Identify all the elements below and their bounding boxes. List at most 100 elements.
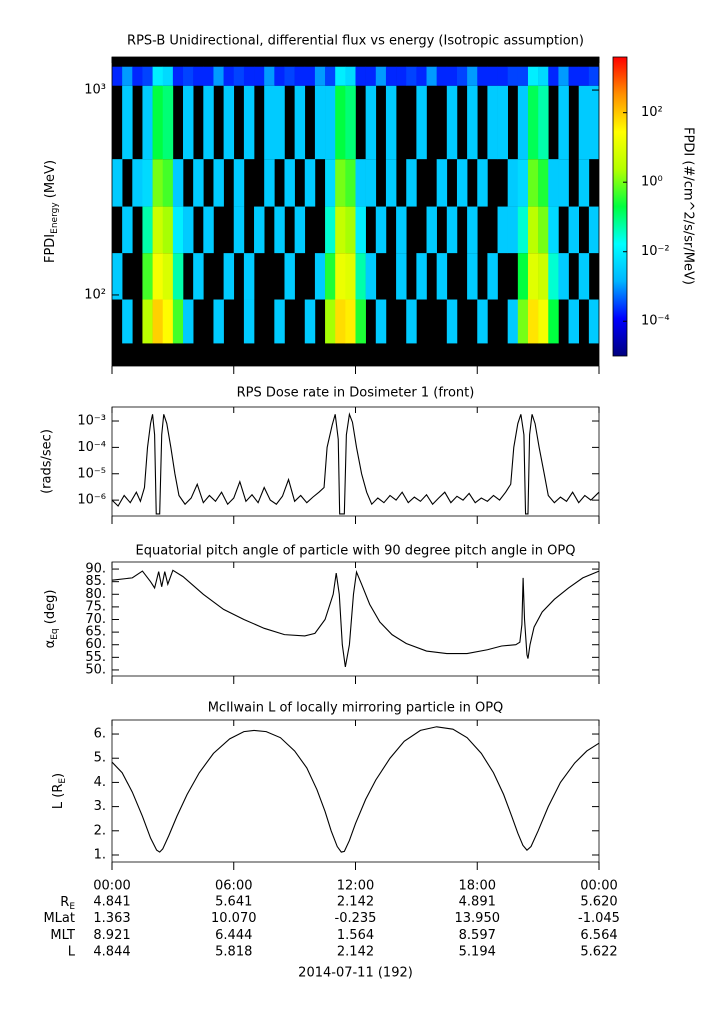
heatmap-cell <box>467 206 478 254</box>
heatmap-cell <box>142 206 153 254</box>
y-tick-label: 75. <box>85 599 106 614</box>
heatmap-cell <box>456 159 468 207</box>
heatmap-cell <box>396 206 407 254</box>
heatmap-cell <box>507 66 519 86</box>
ephemeris-value: 2.142 <box>337 945 374 960</box>
heatmap-cell <box>446 85 458 160</box>
heatmap-cell <box>294 206 306 254</box>
heatmap-cell <box>112 253 123 300</box>
heatmap-cell <box>548 159 559 207</box>
y-tick-label: 4. <box>94 775 106 790</box>
y-axis-label-part: L (R <box>51 784 66 809</box>
heatmap-cell <box>335 299 346 344</box>
heatmap-cell <box>416 85 427 160</box>
heatmap-cell <box>538 85 549 160</box>
y-axis-label-part: (MeV) <box>43 160 58 202</box>
colorbar-label: FPDI (#/cm^2/s/sr/MeV) <box>681 127 696 285</box>
heatmap-cell <box>345 206 356 254</box>
heatmap-cell <box>193 66 204 86</box>
x-tick-label: 00:00 <box>93 879 130 894</box>
heatmap-cell <box>264 159 275 207</box>
heatmap-cell <box>304 299 316 344</box>
ephemeris-value: 5.620 <box>580 895 617 910</box>
colorbar-tick-label: 10⁻² <box>641 244 670 259</box>
y-axis-label-part: α <box>43 640 58 649</box>
heatmap-cell <box>538 253 549 300</box>
heatmap-cell <box>152 159 164 207</box>
heatmap-cell <box>203 206 214 254</box>
heatmap-cell <box>406 299 417 344</box>
heatmap-cell <box>213 299 224 344</box>
heatmap-cell <box>548 206 559 254</box>
heatmap-cell <box>183 206 194 254</box>
y-tick-label: 10⁻⁴ <box>77 440 106 455</box>
heatmap-cell <box>527 299 539 344</box>
y-axis-label-part: Energy <box>50 202 60 234</box>
ephemeris-value: 8.597 <box>459 928 496 943</box>
data-line <box>111 726 600 853</box>
ephemeris-value: 5.194 <box>459 945 496 960</box>
heatmap-cell <box>345 299 356 344</box>
heatmap-cell <box>142 66 153 86</box>
heatmap-cell <box>264 66 275 86</box>
heatmap-cell <box>243 85 255 160</box>
heatmap-cell <box>152 66 164 86</box>
ephemeris-value: 6.564 <box>580 928 617 943</box>
heatmap-cell <box>538 206 549 254</box>
ephemeris-value: 1.564 <box>337 928 374 943</box>
heatmap-cell <box>233 159 245 207</box>
y-tick-label: 5. <box>94 751 106 766</box>
colorbar-tick-label: 10² <box>641 105 663 120</box>
heatmap-cell <box>345 253 356 300</box>
heatmap-cell <box>345 66 356 86</box>
colorbar-tick-label: 10⁻⁴ <box>641 314 670 329</box>
ephemeris-value: -0.235 <box>335 911 377 926</box>
ephemeris-value: 4.844 <box>93 945 130 960</box>
heatmap-cell <box>436 159 448 207</box>
y-tick-label: 10⁻³ <box>77 414 106 429</box>
heatmap-cell <box>517 299 529 344</box>
heatmap-cell <box>365 159 377 207</box>
heatmap-cell <box>365 253 377 300</box>
panel-title: RPS-B Unidirectional, differential flux … <box>127 34 584 49</box>
ephemeris-row-label-part: E <box>69 902 75 912</box>
heatmap-cell <box>487 85 498 160</box>
ephemeris-value: 2.142 <box>337 895 374 910</box>
heatmap-cell <box>345 159 356 207</box>
heatmap-cell <box>355 159 366 207</box>
heatmap-cell <box>213 159 224 207</box>
ephemeris-row-label: MLT <box>50 928 75 943</box>
heatmap-cell <box>527 206 539 254</box>
heatmap-cell <box>335 253 346 300</box>
heatmap-cell <box>294 85 306 160</box>
data-line <box>111 569 600 668</box>
heatmap-cell <box>517 253 529 300</box>
heatmap-cell <box>325 206 336 254</box>
heatmap-cell <box>274 206 285 254</box>
heatmap-cell <box>467 253 478 300</box>
heatmap-cell <box>183 66 194 86</box>
heatmap-cell <box>284 66 295 86</box>
heatmap-cell <box>172 299 184 344</box>
heatmap-cell <box>122 85 133 160</box>
heatmap-cell <box>517 206 529 254</box>
x-tick-label: 18:00 <box>459 879 496 894</box>
y-tick-label: 10⁻⁵ <box>77 466 106 481</box>
ephemeris-value: 8.921 <box>93 928 130 943</box>
heatmap-cell <box>436 66 448 86</box>
heatmap-cell <box>548 299 559 344</box>
y-axis-label-part: (deg) <box>43 590 58 629</box>
y-tick-label: 80. <box>85 587 106 602</box>
heatmap-cell <box>355 299 366 344</box>
heatmap-cell <box>193 159 204 207</box>
heatmap-cell <box>223 253 235 300</box>
heatmap-cell <box>172 159 184 207</box>
heatmap-cell <box>122 66 133 86</box>
heatmap-cell <box>274 66 285 86</box>
heatmap-cell <box>538 299 549 344</box>
heatmap-cell <box>355 206 366 254</box>
heatmap-cell <box>325 253 336 300</box>
heatmap-cell <box>162 66 174 86</box>
heatmap-cell <box>548 253 559 300</box>
